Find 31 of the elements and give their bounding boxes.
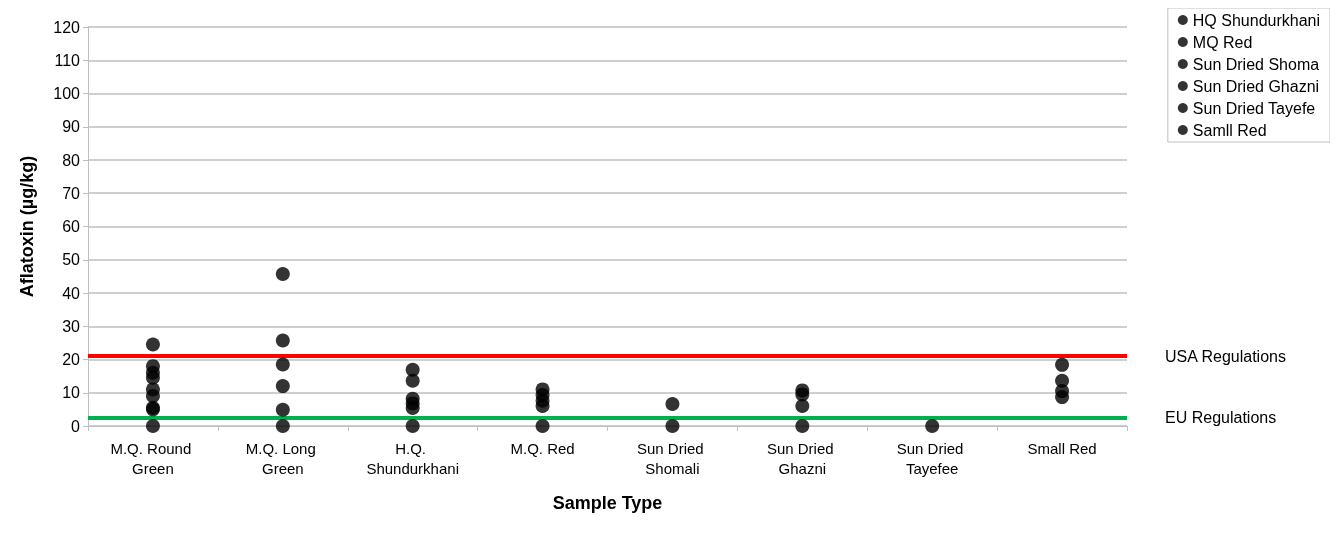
y-tick-label: 60 — [62, 218, 81, 235]
legend-label: Sun Dried Tayefe — [1192, 99, 1316, 117]
legend-label: MQ Red — [1192, 33, 1253, 51]
y-tick-label: 90 — [62, 118, 81, 136]
y-axis-title: Aflatoxin (µg/kg) — [17, 155, 37, 298]
x-tick-label: Sun Dried Tayefee — [896, 439, 968, 477]
y-tick-label: 120 — [53, 18, 81, 36]
legend-label: Samll Red — [1192, 121, 1267, 139]
y-tick-label: 110 — [54, 51, 81, 69]
y-tick-label: 70 — [62, 184, 81, 202]
y-tick-label: 0 — [71, 417, 81, 435]
x-tick-label: M.Q. Long Green — [245, 439, 320, 477]
y-tick-label: 30 — [62, 317, 81, 335]
x-tick-label: Sun Dried Shomali — [637, 439, 708, 477]
legend-label: HQ Shundurkhani — [1192, 11, 1320, 29]
ref-line-label: EU Regulations — [1165, 408, 1277, 426]
y-tick-label: 50 — [62, 251, 81, 269]
y-tick-label: 10 — [62, 384, 81, 402]
y-tick-label: 20 — [62, 351, 81, 368]
x-tick-label: M.Q. Round Green — [110, 439, 196, 477]
x-tick-label: H.Q. Shundurkhani — [366, 439, 459, 477]
ref-line-label: USA Regulations — [1165, 347, 1286, 365]
x-tick-label: M.Q. Red — [510, 439, 575, 457]
x-tick-label: Sun Dried Ghazni — [766, 439, 838, 477]
legend-label: Sun Dried Shoma — [1192, 55, 1320, 73]
x-axis-title: Sample Type — [552, 493, 663, 513]
legend-label: Sun Dried Ghazni — [1192, 77, 1320, 95]
y-tick-label: 40 — [62, 284, 81, 302]
y-tick-label: 100 — [53, 85, 81, 102]
x-tick-label: Small Red — [1027, 439, 1097, 457]
y-tick-label: 80 — [62, 151, 81, 169]
